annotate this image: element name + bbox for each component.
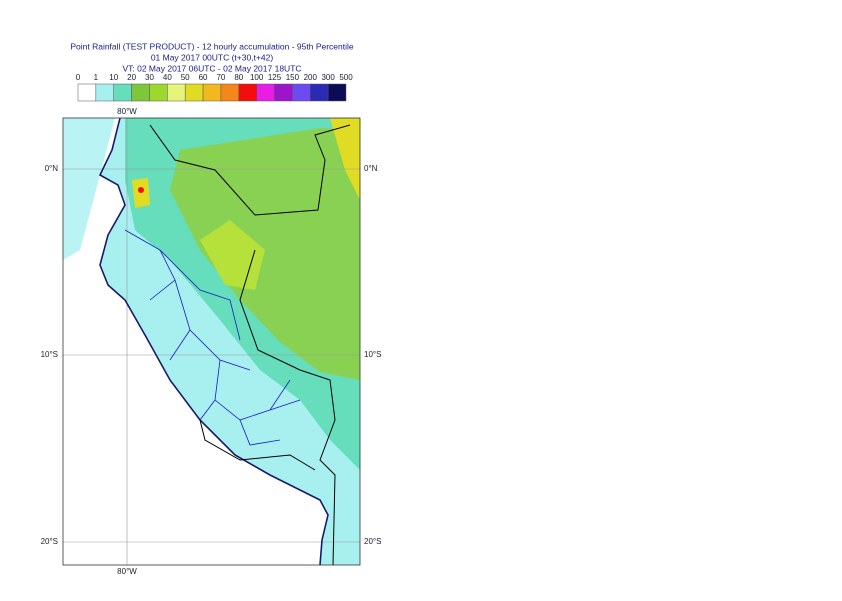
legend-swatch [238,83,257,102]
lat-label: 20°S [364,537,381,546]
legend-label: 30 [145,73,154,82]
map-frame [62,117,361,566]
department-border [124,229,301,446]
legend-swatch [310,83,329,102]
legend-label: 60 [199,73,208,82]
legend-swatch [202,83,222,102]
legend-swatch [274,83,293,102]
legend-label: 70 [216,73,225,82]
legend-swatch [149,83,168,102]
legend-label: 125 [268,73,282,82]
legend-swatch [256,83,275,102]
legend-label: 80 [234,73,243,82]
legend-swatch [77,83,97,102]
legend-label: 150 [286,73,300,82]
legend-label: 20 [127,73,136,82]
legend-swatch [131,83,150,102]
border [149,124,351,565]
legend-swatch [327,83,347,102]
coastline [98,118,329,565]
legend-swatch [95,83,114,102]
ocean-rain [63,118,115,260]
rain-peak [138,187,144,193]
legend: 0 1 10 20 30 40 50 60 70 80 100 125 150 200 300 500 [76,73,353,102]
legend-label: 0 [76,73,81,82]
legend-label: 500 [339,73,353,82]
legend-label: 40 [163,73,172,82]
legend-label: 200 [304,73,318,82]
lat-label: 10°S [41,350,58,359]
legend-swatch [167,83,186,102]
lon-label: 80°W [117,567,137,576]
map-area [63,118,360,565]
title-line: Point Rainfall (TEST PRODUCT) - 12 hourl… [70,41,354,51]
lat-label: 0°N [364,164,378,173]
lon-label: 80°W [117,107,137,116]
title-line: VT: 02 May 2017 06UTC - 02 May 2017 18UT… [122,63,301,73]
legend-label: 300 [321,73,335,82]
legend-label: 50 [181,73,190,82]
legend-label: 100 [250,73,264,82]
legend-swatch [113,83,132,102]
rain-area [330,118,360,200]
legend-swatch [220,83,240,102]
legend-label: 10 [109,73,118,82]
lat-label: 10°S [364,350,381,359]
legend-swatch [184,83,204,102]
title-line: 01 May 2017 00UTC (t+30,t+42) [151,52,274,62]
legend-swatch [292,83,311,102]
lat-label: 20°S [41,537,58,546]
rain-area [170,128,360,380]
lat-label: 0°N [45,164,59,173]
legend-label: 1 [94,73,99,82]
